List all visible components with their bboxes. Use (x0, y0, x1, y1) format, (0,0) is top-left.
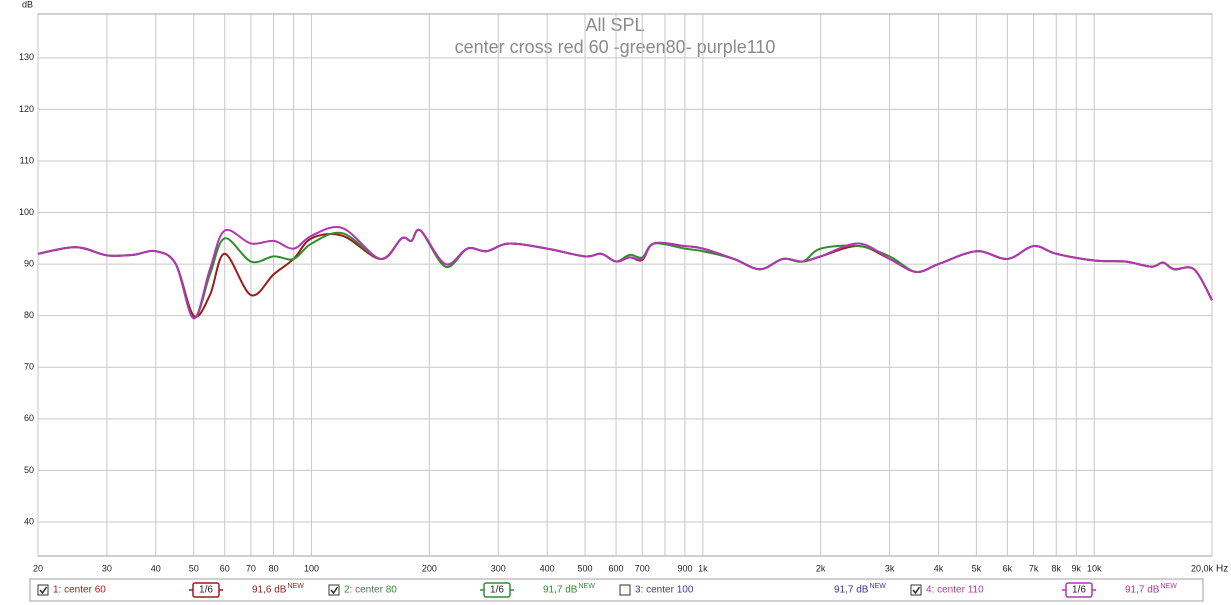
smoothing-label: 1/6 (199, 585, 213, 596)
y-tick-label: 130 (19, 52, 34, 62)
y-tick-label: 70 (24, 362, 34, 372)
legend-label: 2: center 80 (344, 585, 397, 596)
legend-level: 91,7 dB (543, 585, 578, 596)
x-axis-label: Hz (1216, 564, 1228, 575)
x-tick-label: 70 (246, 563, 256, 573)
y-tick-label: 40 (24, 516, 34, 526)
x-tick-label: 80 (269, 563, 279, 573)
y-axis-label: dB (22, 0, 33, 9)
legend-checkbox[interactable] (328, 584, 340, 596)
y-tick-label: 80 (24, 310, 34, 320)
x-tick-label: 100 (304, 563, 319, 573)
legend-badge: NEW (869, 583, 886, 590)
y-tick-label: 100 (19, 207, 34, 217)
smoothing-box (1065, 582, 1093, 598)
x-tick-label: 1k (698, 563, 708, 573)
x-tick-label: 900 (677, 563, 692, 573)
y-tick-label: 120 (19, 104, 34, 114)
x-tick-label: 2k (816, 563, 826, 573)
series-line (37, 226, 1213, 320)
x-tick-label: 5k (972, 563, 982, 573)
x-tick-label: 3k (885, 563, 895, 573)
legend-badge: NEW (578, 583, 595, 590)
legend-badge: NEW (1160, 583, 1177, 590)
legend-label: 3: center 100 (635, 585, 694, 596)
legend-label: 4: center 110 (926, 585, 984, 596)
legend-checkbox[interactable] (910, 584, 922, 596)
y-tick-label: 110 (20, 155, 34, 165)
x-tick-label: 60 (220, 563, 230, 573)
x-tick-label: 20 (33, 563, 43, 573)
legend-badge: NEW (287, 583, 304, 590)
legend-level: 91,6 dB (252, 585, 287, 596)
chart-title: All SPL (585, 15, 644, 35)
x-tick-label: 6k (1003, 563, 1013, 573)
chart-subtitle: center cross red 60 -green80- purple110 (455, 37, 776, 57)
x-tick-label: 500 (578, 563, 593, 573)
x-tick-label: 10k (1087, 563, 1102, 573)
x-tick-label: 7k (1029, 563, 1039, 573)
x-tick-label: 700 (635, 563, 650, 573)
legend-check (330, 586, 339, 595)
legend-check (39, 586, 48, 595)
x-tick-label: 20,0k (1191, 563, 1214, 573)
legend-level: 91,7 dB (834, 585, 869, 596)
x-tick-label: 300 (491, 563, 506, 573)
smoothing-box (483, 582, 511, 598)
smoothing-label: 1/6 (1072, 585, 1086, 596)
smoothing-label: 1/6 (490, 585, 504, 596)
legend-box (29, 578, 1204, 602)
x-tick-label: 600 (609, 563, 624, 573)
x-tick-label: 40 (151, 563, 161, 573)
x-tick-label: 4k (934, 563, 944, 573)
legend-check (912, 586, 921, 595)
plot-area (37, 13, 1213, 557)
legend-checkbox[interactable] (37, 584, 49, 596)
y-tick-label: 60 (24, 413, 34, 423)
x-tick-label: 200 (422, 563, 437, 573)
y-tick-label: 50 (24, 465, 34, 475)
x-tick-label: 400 (540, 563, 555, 573)
legend-checkbox[interactable] (619, 584, 631, 596)
legend-label: 1: center 60 (53, 585, 106, 596)
x-tick-label: 30 (102, 563, 112, 573)
smoothing-box (192, 582, 220, 598)
x-tick-label: 8k (1052, 563, 1062, 573)
x-tick-label: 9k (1072, 563, 1082, 573)
legend-level: 91,7 dB (1125, 585, 1160, 596)
x-tick-label: 50 (189, 563, 199, 573)
y-tick-label: 90 (24, 258, 34, 268)
